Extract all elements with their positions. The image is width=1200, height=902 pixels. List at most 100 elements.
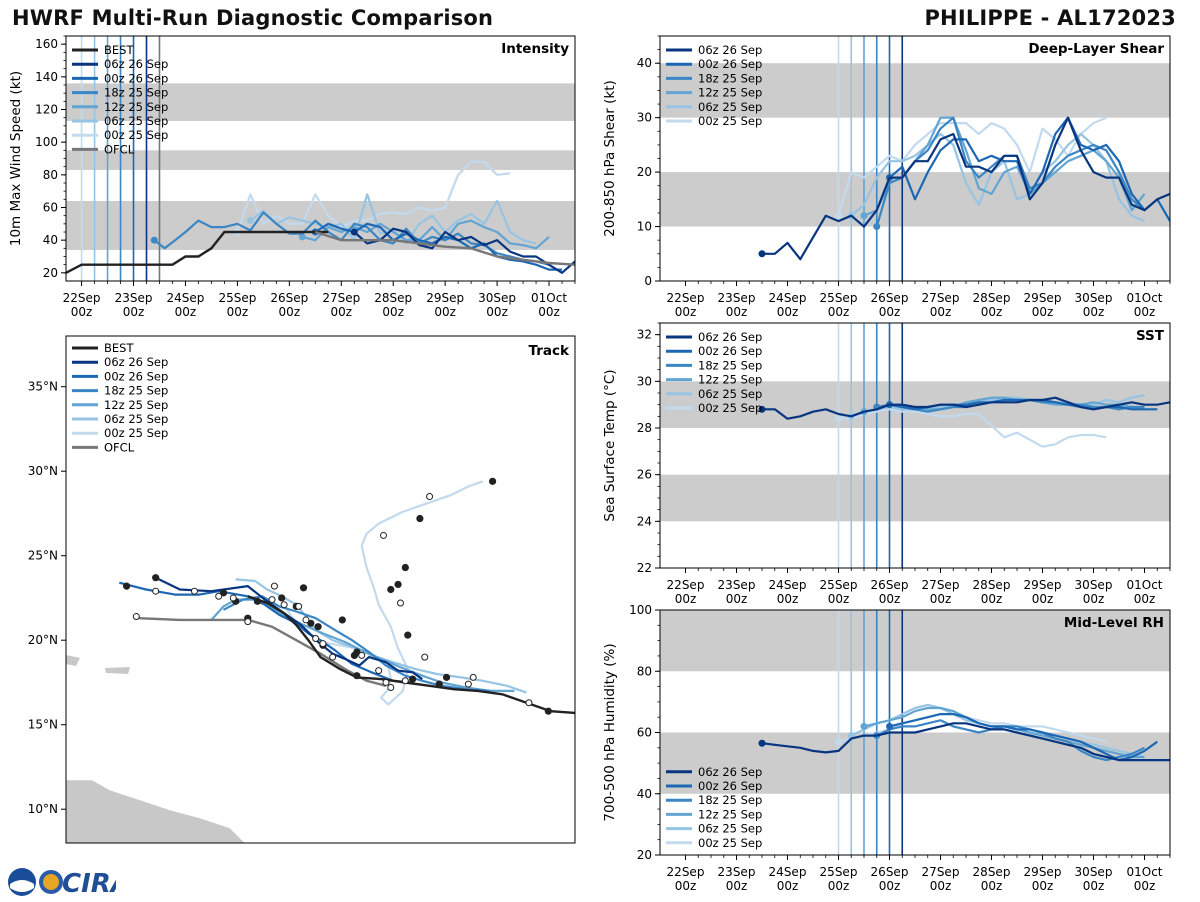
track-series-06z-25-sep	[235, 578, 527, 694]
intensity-xtick-label: 23Sep	[115, 291, 153, 305]
shear-init-point	[758, 250, 766, 258]
rh-xtick-label: 00z	[981, 879, 1003, 893]
rh-panel: 2040608010022Sep00z23Sep00z24Sep00z25Sep…	[602, 603, 1171, 893]
track-series-00z-25-sep	[283, 480, 484, 706]
sst-legend-item: 18z 25 Sep	[698, 358, 762, 372]
track-marker-filled	[319, 641, 327, 649]
shear-xtick-label: 25Sep	[820, 291, 858, 305]
shear-xtick-label: 22Sep	[667, 291, 705, 305]
intensity-series-00z-26-sep	[314, 222, 562, 271]
rh-ytick-label: 100	[629, 603, 652, 617]
rh-ytick-label: 80	[637, 664, 652, 678]
intensity-ytick-label: 40	[43, 233, 58, 247]
shear-series-18z-25-sep	[875, 116, 1146, 227]
shear-ytick-label: 30	[637, 111, 652, 125]
track-ytick-label: 20°N	[28, 633, 58, 647]
intensity-xtick-label: 01Oct	[531, 291, 567, 305]
rh-xtick-label: 01Oct	[1126, 865, 1162, 879]
intensity-xtick-label: 00z	[330, 305, 352, 319]
shear-xtick-label: 30Sep	[1075, 291, 1113, 305]
intensity-xtick-label: 27Sep	[322, 291, 360, 305]
rh-xtick-label: 00z	[777, 879, 799, 893]
rh-ytick-label: 60	[637, 726, 652, 740]
sst-ytick-label: 32	[637, 328, 652, 342]
rh-frame	[659, 609, 1171, 856]
intensity-ylabel: 10m Max Wind Speed (kt)	[8, 71, 24, 246]
track-marker-open	[190, 587, 198, 595]
sst-xtick-label: 00z	[1032, 592, 1054, 606]
rh-series-00z-25-sep	[838, 713, 1107, 743]
track-series-18z-25-sep	[222, 595, 491, 692]
rh-title: Mid-Level RH	[1064, 615, 1164, 631]
sst-ytick-label: 30	[637, 374, 652, 388]
shear-init-point	[886, 174, 893, 182]
intensity-band	[66, 200, 575, 250]
sst-xtick-label: 26Sep	[871, 578, 909, 592]
rh-xtick-label: 00z	[1134, 879, 1156, 893]
intensity-init-point	[350, 228, 358, 236]
sst-xtick-label: 28Sep	[973, 578, 1011, 592]
rh-legend-item: 00z 26 Sep	[698, 779, 762, 793]
shear-series-00z-26-sep	[888, 116, 1170, 222]
track-marker-open	[319, 640, 327, 648]
track-marker-filled	[488, 477, 497, 485]
shear-xtick-label: 24Sep	[769, 291, 807, 305]
shear-ylabel: 200-850 hPa Shear (kt)	[602, 80, 618, 237]
rh-band	[660, 610, 1170, 672]
intensity-legend-item: OFCL	[104, 142, 135, 156]
sst-xtick-label: 00z	[726, 592, 748, 606]
shear-xtick-label: 29Sep	[1024, 291, 1062, 305]
sst-series-00z-26-sep	[889, 398, 1158, 411]
intensity-xtick-label: 22Sep	[63, 291, 101, 305]
rh-init-point	[860, 722, 868, 730]
rh-ylabel: 700-500 hPa Humidity (%)	[602, 643, 618, 821]
shear-series-06z-25-sep	[850, 132, 1145, 223]
sst-band	[660, 474, 1170, 522]
sst-xtick-label: 00z	[777, 592, 799, 606]
rh-xtick-label: 29Sep	[1024, 865, 1062, 879]
sst-plot-area	[758, 323, 1170, 568]
track-series-ofcl	[138, 617, 387, 687]
intensity-panel: 2040608010012014016022Sep00z23Sep00z24Se…	[8, 35, 576, 319]
rh-legend-item: 18z 25 Sep	[698, 793, 762, 807]
shear-ytick-label: 20	[637, 165, 652, 179]
sst-series-00z-25-sep	[838, 408, 1107, 448]
storm-title: PHILIPPE - AL172023	[924, 6, 1176, 30]
sst-xtick-label: 00z	[879, 592, 901, 606]
sst-xtick-label: 27Sep	[922, 578, 960, 592]
rh-xtick-label: 22Sep	[667, 865, 705, 879]
rh-xtick-label: 25Sep	[820, 865, 858, 879]
track-marker-open	[387, 684, 395, 692]
shear-series-00z-25-sep	[837, 116, 1107, 217]
rh-xtick-label: 24Sep	[769, 865, 807, 879]
track-legend-item: 12z 25 Sep	[104, 398, 168, 412]
shear-init-point	[860, 212, 868, 220]
shear-plot-area	[758, 36, 1170, 281]
sst-xtick-label: 25Sep	[820, 578, 858, 592]
track-marker-open	[464, 680, 472, 688]
track-series-12z-25-sep	[210, 598, 515, 692]
rh-xtick-label: 00z	[675, 879, 697, 893]
rh-series-18z-25-sep	[876, 719, 1145, 762]
shear-xtick-label: 00z	[777, 305, 799, 319]
track-marker-open	[229, 594, 237, 602]
shear-xtick-label: 00z	[1083, 305, 1105, 319]
track-ytick-label: 25°N	[28, 549, 58, 563]
sst-init-point	[886, 401, 893, 409]
track-marker-filled	[307, 619, 315, 627]
intensity-series-12z-25-sep	[302, 219, 550, 250]
intensity-xtick-label: 28Sep	[374, 291, 412, 305]
intensity-xtick-label: 00z	[71, 305, 93, 319]
intensity-legend-item: 06z 25 Sep	[104, 114, 168, 128]
track-marker-open	[380, 531, 388, 539]
sst-init-point	[758, 405, 766, 413]
intensity-ytick-label: 20	[43, 266, 58, 280]
intensity-xtick-label: 00z	[538, 305, 560, 319]
sst-series-06z-26-sep	[762, 396, 1170, 420]
intensity-init-point	[233, 228, 241, 236]
sst-ytick-label: 22	[637, 561, 652, 575]
intensity-legend-item: 06z 26 Sep	[104, 57, 168, 71]
shear-series-12z-25-sep	[863, 116, 1146, 217]
intensity-ytick-label: 160	[35, 37, 58, 51]
